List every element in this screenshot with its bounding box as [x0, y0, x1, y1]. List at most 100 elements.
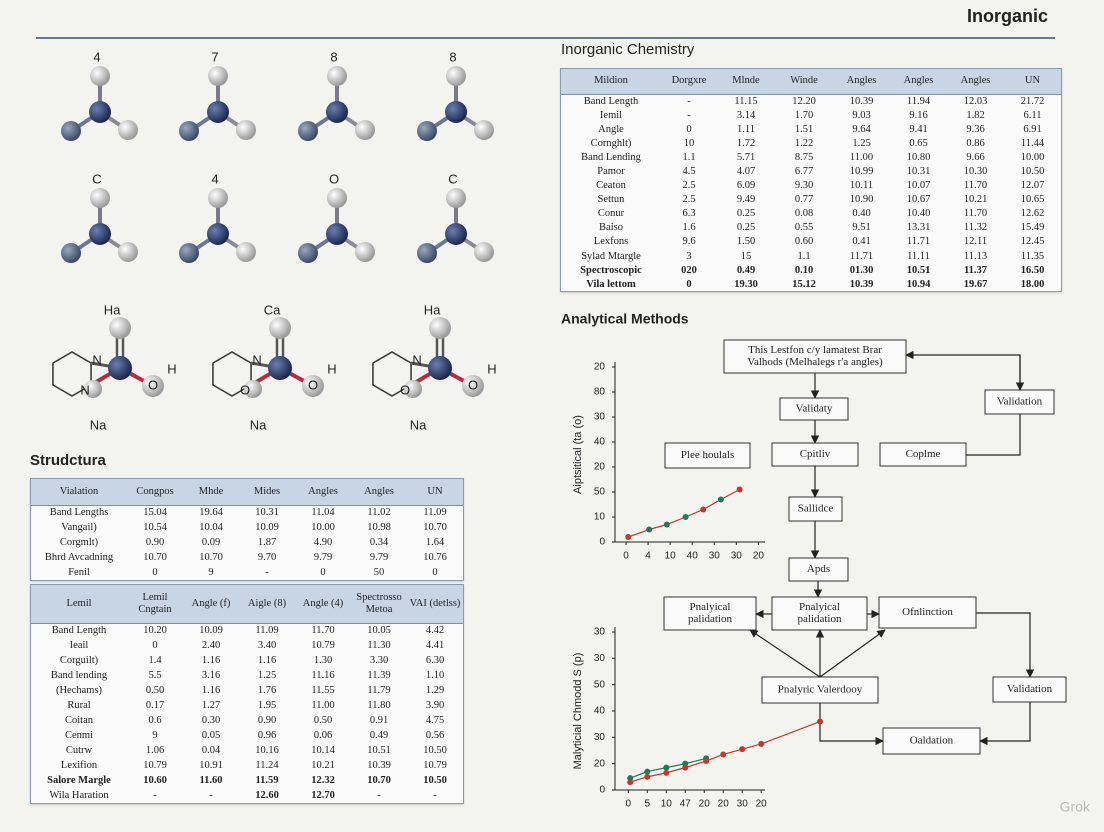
atom [118, 120, 138, 140]
table-cell: 1.16 [257, 655, 277, 666]
table-row: Fenil 0 9 - 0 50 0 [31, 565, 463, 580]
data-point [663, 764, 670, 771]
y-tick-label: 40 [594, 437, 606, 448]
header-cell: Lemil Cngtain [127, 585, 183, 624]
x-tick-label: 10 [665, 551, 677, 562]
table-cell: 11.09 [255, 625, 279, 637]
node-label: Pnalyric Valerdooy [778, 684, 863, 696]
table-cell: 8.75 [794, 151, 814, 163]
table-cell: (Hechams) [55, 685, 103, 696]
table-row: Band Length 10.20 10.09 11.09 11.70 10.05 4.42 [31, 623, 463, 638]
table-cell: Corguilt) [59, 655, 99, 666]
table-cell: 10.51 [906, 264, 931, 276]
x-tick-label: 20 [756, 799, 768, 810]
table-row: Cornghlt) 10 1.72 1.22 1.25 0.65 0.86 11.44 [561, 136, 1061, 150]
table-cell: Pamor [597, 166, 625, 178]
table-cell: 1.1 [682, 151, 696, 163]
table-row: Settun 2.5 9.49 0.77 10.90 10.67 10.21 10.65 [561, 193, 1061, 207]
table-cell: 1.4 [148, 655, 162, 666]
table-cell: 1.25 [257, 670, 277, 681]
table-cell: 0.04 [201, 745, 221, 756]
table-cell: 3.16 [201, 670, 221, 681]
node-label: Sallidce [798, 503, 834, 515]
table-cell: Salore Margle [47, 775, 111, 786]
table-cell: 10.39 [367, 760, 391, 771]
table-cell: Lexfons [593, 236, 629, 248]
table-cell: 1.50 [736, 236, 756, 248]
table-row: Band Length - 11.15 12.20 10.39 11.94 12.03 21.… [561, 94, 1061, 108]
table-cell: 0.10 [794, 264, 814, 276]
header-cell: Mildion [561, 69, 661, 95]
table-cell: 11.37 [963, 264, 988, 276]
node-label: Plee houlals [681, 449, 734, 461]
x-tick-label: 30 [709, 551, 721, 562]
atom [109, 317, 131, 339]
data-point [720, 751, 727, 758]
table-cell: 9.6 [682, 236, 696, 248]
table-cell: Spectroscopic [580, 264, 642, 276]
data-point [663, 521, 670, 528]
x-tick-label: 30 [731, 551, 743, 562]
atom-label: O [240, 382, 250, 397]
table-cell: 0.05 [201, 730, 221, 741]
table-cell: 9.70 [257, 552, 277, 563]
node-label: Apds [807, 563, 830, 575]
table-cell: 15.49 [1020, 222, 1045, 234]
y-tick-label: 30 [594, 653, 606, 664]
molecule [298, 66, 375, 141]
table-cell: Fenil [68, 567, 90, 578]
table-cell: 10.05 [367, 625, 391, 637]
header-row: Lemil Lemil Cngtain Angle (f) Aigle (8) Angl… [31, 585, 463, 624]
node-box [723, 339, 907, 374]
flow-arrow [819, 629, 886, 678]
table-cell: 10.00 [1020, 151, 1045, 163]
molecule [417, 66, 494, 141]
table-cell: 0.30 [201, 715, 221, 726]
node-label: Pnalyical [690, 601, 731, 613]
table-cell: Cutrw [65, 745, 93, 756]
table-cell: 1.27 [201, 700, 221, 711]
node-box [663, 596, 757, 631]
table-cell: 12.62 [1020, 208, 1045, 220]
table-cell: 11.71 [849, 250, 874, 262]
table: Vialation Congpos Mhde Mides Angles Angles UN B… [31, 479, 463, 580]
y-tick-label: 0 [599, 785, 605, 796]
molecule [179, 188, 256, 263]
atom-label: Ca [264, 302, 281, 317]
data-point [817, 718, 824, 725]
table-cell: 10.00 [311, 522, 335, 533]
table-cell: 1.16 [201, 655, 221, 666]
x-tick-label: 4 [645, 551, 651, 562]
table-cell: 4.07 [736, 166, 756, 178]
table-cell: 0.41 [852, 236, 871, 248]
table-cell: 3.14 [736, 109, 756, 121]
table-cell: 9.79 [313, 552, 333, 563]
flow-node: Coplme [879, 442, 967, 467]
table-cell: Band Length [51, 625, 107, 637]
data-point [736, 486, 743, 493]
table-cell: 1.6 [682, 222, 696, 234]
table-cell: 10.70 [367, 775, 391, 786]
table: Mildion Dorgxre Mlnde Winde Angles Angles Angl… [561, 69, 1061, 291]
table-cell: 01.30 [849, 264, 874, 276]
atom [89, 101, 111, 123]
table-cell: 0 [152, 640, 158, 651]
table-cell: 11.70 [963, 208, 988, 220]
table-cell: 11.70 [311, 625, 335, 637]
atom [446, 188, 466, 208]
table-row: Bhrd Avcadning 10.70 10.70 9.70 9.79 9.79 10.7… [31, 550, 463, 565]
table-cell: - [687, 109, 691, 121]
table-cell: 9 [152, 730, 158, 741]
table-cell: - [153, 790, 157, 801]
table-cell: 10.94 [906, 278, 931, 290]
table-cell: 11.16 [311, 670, 335, 681]
flow-node: Validation [992, 676, 1067, 703]
table-cell: 12.03 [963, 95, 988, 107]
atom [462, 375, 484, 397]
table-cell: 10.40 [906, 208, 931, 220]
table-cell: Ieail [69, 640, 89, 651]
atom [108, 356, 132, 380]
table-row: Lexifion 10.79 10.91 11.24 10.21 10.39 10.79 [31, 758, 463, 773]
atom [445, 101, 467, 123]
